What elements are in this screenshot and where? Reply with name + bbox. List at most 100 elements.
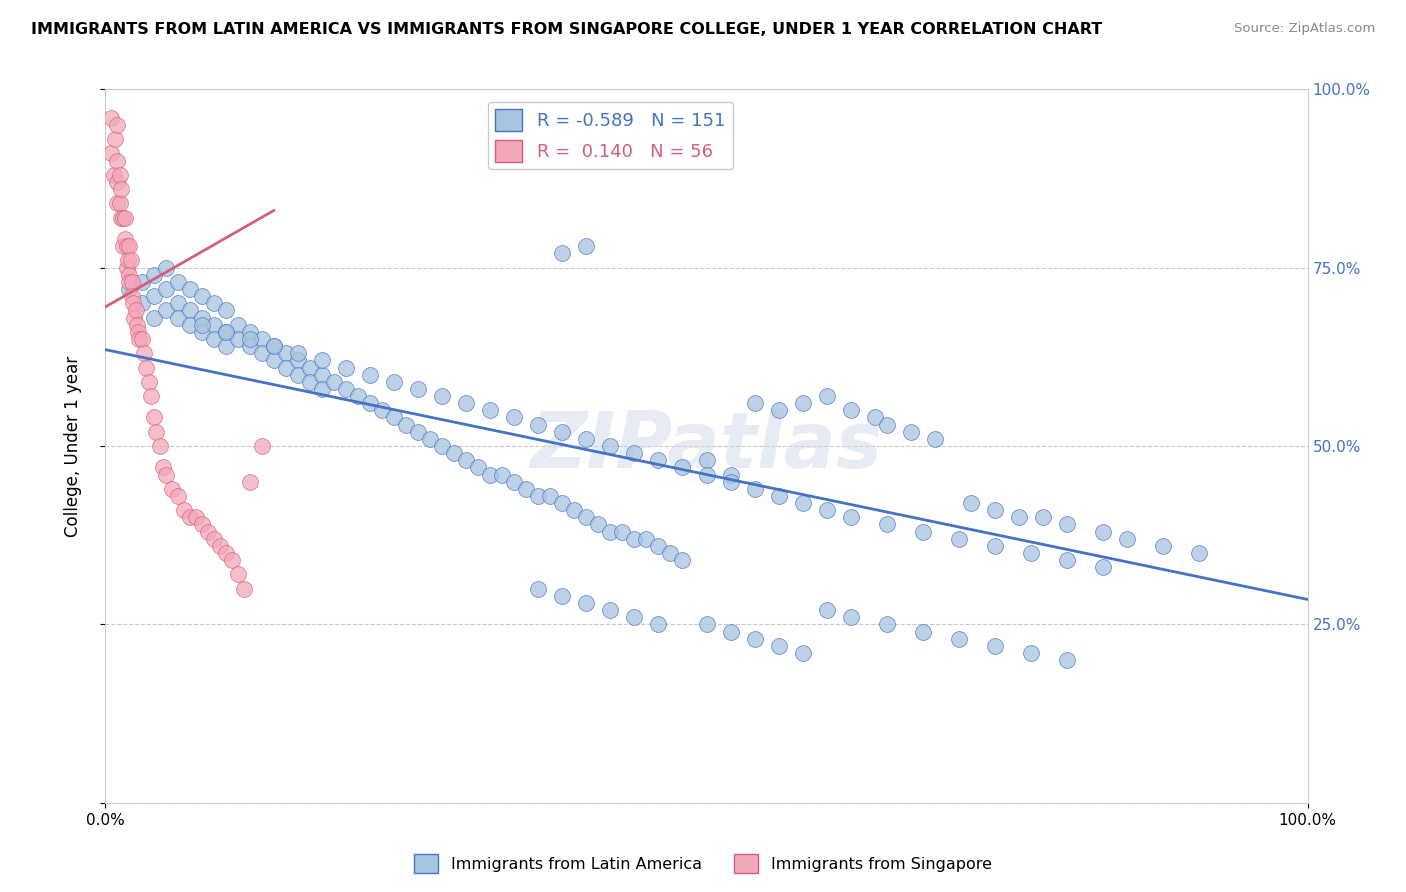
Point bbox=[100, 146, 122, 161]
Point bbox=[359, 368, 381, 382]
Point bbox=[214, 325, 236, 339]
Point bbox=[311, 382, 333, 396]
Point bbox=[562, 503, 585, 517]
Point bbox=[107, 153, 129, 168]
Point bbox=[815, 389, 838, 403]
Point bbox=[527, 582, 550, 596]
Point bbox=[190, 517, 212, 532]
Point bbox=[104, 132, 127, 146]
Point bbox=[107, 175, 129, 189]
Legend: Immigrants from Latin America, Immigrants from Singapore: Immigrants from Latin America, Immigrant… bbox=[408, 847, 998, 880]
Point bbox=[287, 346, 309, 360]
Point bbox=[659, 546, 682, 560]
Point bbox=[239, 325, 262, 339]
Point bbox=[226, 332, 249, 346]
Point bbox=[768, 639, 790, 653]
Point bbox=[815, 603, 838, 617]
Point bbox=[538, 489, 561, 503]
Point bbox=[274, 360, 297, 375]
Point bbox=[112, 239, 135, 253]
Point bbox=[647, 453, 669, 467]
Point bbox=[406, 425, 429, 439]
Point bbox=[924, 432, 946, 446]
Point bbox=[960, 496, 983, 510]
Point bbox=[792, 646, 814, 660]
Point bbox=[696, 617, 718, 632]
Point bbox=[876, 517, 898, 532]
Point bbox=[1008, 510, 1031, 524]
Point bbox=[876, 617, 898, 632]
Point bbox=[166, 310, 188, 325]
Point bbox=[120, 253, 142, 268]
Point bbox=[132, 346, 155, 360]
Point bbox=[190, 318, 212, 332]
Point bbox=[214, 546, 236, 560]
Point bbox=[142, 289, 165, 303]
Point bbox=[239, 339, 262, 353]
Point bbox=[122, 296, 145, 310]
Point bbox=[121, 275, 143, 289]
Point bbox=[479, 403, 502, 417]
Point bbox=[551, 246, 574, 260]
Point bbox=[454, 396, 477, 410]
Point bbox=[599, 439, 621, 453]
Point bbox=[443, 446, 465, 460]
Point bbox=[114, 211, 136, 225]
Point bbox=[406, 382, 429, 396]
Point bbox=[311, 368, 333, 382]
Point bbox=[671, 460, 693, 475]
Text: Source: ZipAtlas.com: Source: ZipAtlas.com bbox=[1234, 22, 1375, 36]
Point bbox=[118, 282, 141, 296]
Point bbox=[347, 389, 370, 403]
Point bbox=[1152, 539, 1174, 553]
Point bbox=[720, 624, 742, 639]
Point bbox=[202, 296, 225, 310]
Point bbox=[202, 318, 225, 332]
Point bbox=[139, 389, 162, 403]
Point bbox=[395, 417, 418, 432]
Y-axis label: College, Under 1 year: College, Under 1 year bbox=[63, 355, 82, 537]
Point bbox=[599, 524, 621, 539]
Point bbox=[263, 353, 285, 368]
Point bbox=[121, 289, 143, 303]
Point bbox=[322, 375, 344, 389]
Point bbox=[125, 318, 148, 332]
Point bbox=[948, 532, 970, 546]
Point bbox=[863, 410, 886, 425]
Point bbox=[142, 410, 165, 425]
Point bbox=[128, 332, 150, 346]
Point bbox=[142, 310, 165, 325]
Point bbox=[503, 475, 526, 489]
Point bbox=[298, 375, 321, 389]
Point bbox=[575, 596, 598, 610]
Point bbox=[124, 303, 146, 318]
Point bbox=[599, 603, 621, 617]
Point bbox=[107, 196, 129, 211]
Point bbox=[131, 296, 153, 310]
Point bbox=[636, 532, 658, 546]
Point bbox=[671, 553, 693, 567]
Point bbox=[612, 524, 634, 539]
Point bbox=[768, 403, 790, 417]
Point bbox=[647, 539, 669, 553]
Point bbox=[430, 389, 453, 403]
Point bbox=[145, 425, 167, 439]
Point bbox=[232, 582, 254, 596]
Point bbox=[166, 275, 188, 289]
Point bbox=[124, 310, 146, 325]
Point bbox=[179, 318, 201, 332]
Point bbox=[623, 446, 645, 460]
Point bbox=[839, 610, 862, 624]
Point bbox=[197, 524, 219, 539]
Point bbox=[696, 467, 718, 482]
Point bbox=[419, 432, 441, 446]
Point bbox=[202, 532, 225, 546]
Point bbox=[588, 517, 610, 532]
Point bbox=[551, 496, 574, 510]
Point bbox=[208, 539, 231, 553]
Point bbox=[184, 510, 207, 524]
Point bbox=[479, 467, 502, 482]
Point bbox=[166, 296, 188, 310]
Point bbox=[287, 353, 309, 368]
Point bbox=[382, 375, 405, 389]
